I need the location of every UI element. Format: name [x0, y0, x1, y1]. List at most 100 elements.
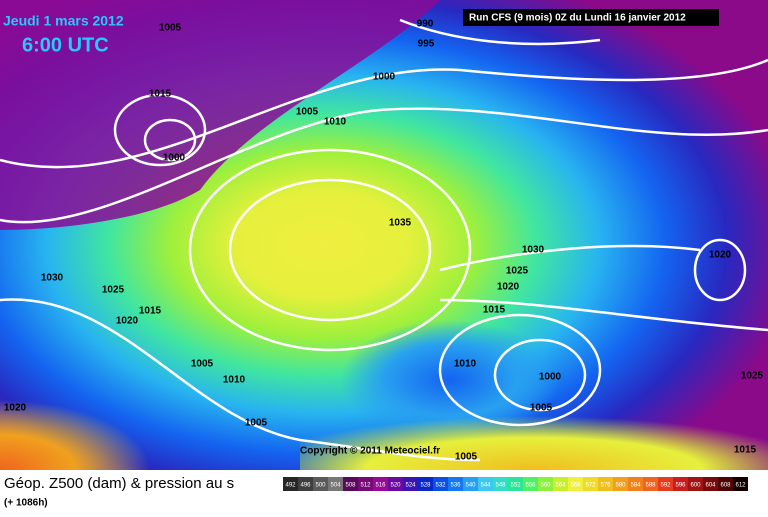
legend-swatch [328, 477, 343, 491]
legend-swatch [298, 477, 313, 491]
legend-swatch [433, 477, 448, 491]
legend-label: 576 [600, 483, 611, 489]
legend-label: 492 [285, 483, 296, 489]
legend-label: 552 [510, 483, 521, 489]
isobar-label: 1020 [709, 250, 732, 261]
legend-label: 496 [300, 483, 311, 489]
legend-swatch [568, 477, 583, 491]
isobar-label: 995 [418, 39, 435, 50]
legend-swatch [523, 477, 538, 491]
legend-label: 524 [405, 483, 416, 489]
isobar-label: 1020 [4, 403, 27, 414]
isobar-label: 1030 [522, 245, 545, 256]
legend-label: 560 [540, 483, 551, 489]
run-box [463, 9, 719, 26]
legend-swatch [313, 477, 328, 491]
legend-label: 508 [345, 483, 356, 489]
isobar-label: 1025 [741, 371, 764, 382]
legend-swatch [508, 477, 523, 491]
legend-swatch [493, 477, 508, 491]
legend-label: 556 [525, 483, 536, 489]
isobar-label: 1010 [324, 117, 347, 128]
legend-label: 520 [390, 483, 401, 489]
legend-label: 548 [495, 483, 506, 489]
legend-swatch [553, 477, 568, 491]
legend-swatch [418, 477, 433, 491]
legend-label: 564 [555, 483, 566, 489]
legend-swatch [463, 477, 478, 491]
legend-label: 612 [735, 483, 746, 489]
warm-area [0, 330, 300, 470]
legend-swatch [628, 477, 643, 491]
legend-label: 500 [315, 483, 326, 489]
legend-label: 608 [720, 483, 731, 489]
legend-swatch [388, 477, 403, 491]
isobar-label: 1000 [373, 72, 396, 83]
isobar-label: 1015 [139, 306, 162, 317]
caption: Géop. Z500 (dam) & pression au s [4, 475, 234, 492]
isobar-label: 1000 [539, 372, 562, 383]
legend-swatch [373, 477, 388, 491]
run-info: Run CFS (9 mois) 0Z du Lundi 16 janvier … [469, 13, 686, 24]
isobar-label: 1015 [149, 89, 172, 100]
isobar-label: 1005 [245, 418, 268, 429]
isobar-label: 1005 [159, 23, 182, 34]
isobar-label: 1010 [223, 375, 246, 386]
legend-label: 544 [480, 483, 491, 489]
legend-label: 592 [660, 483, 671, 489]
isobar-label: 1015 [734, 445, 757, 456]
legend-swatch [703, 477, 718, 491]
isobar-label: 1005 [296, 107, 319, 118]
legend-swatch [448, 477, 463, 491]
legend-label: 580 [615, 483, 626, 489]
isobar-label: 1005 [191, 359, 214, 370]
legend-label: 516 [375, 483, 386, 489]
legend-label: 504 [330, 483, 341, 489]
isobar-lines [0, 18, 768, 462]
isobar-label: 1000 [163, 153, 186, 164]
legend-label: 584 [630, 483, 641, 489]
legend-swatch [538, 477, 553, 491]
legend-swatch [283, 477, 298, 491]
legend-swatch [718, 477, 733, 491]
legend-label: 600 [690, 483, 701, 489]
legend-label: 512 [360, 483, 371, 489]
isobar-label: 1030 [41, 273, 64, 284]
isobar-labels: 1005 990 995 1000 1015 1005 1010 1000 10… [4, 19, 764, 463]
legend-swatch [403, 477, 418, 491]
isobar-label: 1025 [102, 285, 125, 296]
legend-swatch [598, 477, 613, 491]
legend-swatch [673, 477, 688, 491]
legend-label: 540 [465, 483, 476, 489]
copyright: Copyright © 2011 Meteociel.fr [300, 446, 440, 457]
legend-swatch [733, 477, 748, 491]
legend-swatch [688, 477, 703, 491]
legend-label: 588 [645, 483, 656, 489]
legend-label: 536 [450, 483, 461, 489]
color-legend: 492 496 500 504 508 512 516 520 524 528 532 536 540 5… [283, 477, 748, 491]
isobar-label: 1005 [455, 452, 478, 463]
legend-label: 604 [705, 483, 716, 489]
legend-swatch [643, 477, 658, 491]
legend-swatch [658, 477, 673, 491]
legend-label: 596 [675, 483, 686, 489]
legend-swatch [613, 477, 628, 491]
legend-label: 532 [435, 483, 446, 489]
cold-trough [0, 0, 440, 230]
isobar-label: 1025 [506, 266, 529, 277]
legend-label: 528 [420, 483, 431, 489]
legend-swatch [343, 477, 358, 491]
legend-swatch [358, 477, 373, 491]
lead-time: (+ 1086h) [4, 498, 48, 509]
isobar-label: 1010 [454, 359, 477, 370]
isobar-label: 1020 [497, 282, 520, 293]
legend-label: 568 [570, 483, 581, 489]
legend-swatch [583, 477, 598, 491]
isobar-label: 1005 [530, 403, 553, 414]
legend-label: 572 [585, 483, 596, 489]
date: Jeudi 1 mars 2012 [3, 13, 124, 29]
isobar-label: 1015 [483, 305, 506, 316]
isobar-label: 1020 [116, 316, 139, 327]
time: 6:00 UTC [22, 34, 109, 56]
